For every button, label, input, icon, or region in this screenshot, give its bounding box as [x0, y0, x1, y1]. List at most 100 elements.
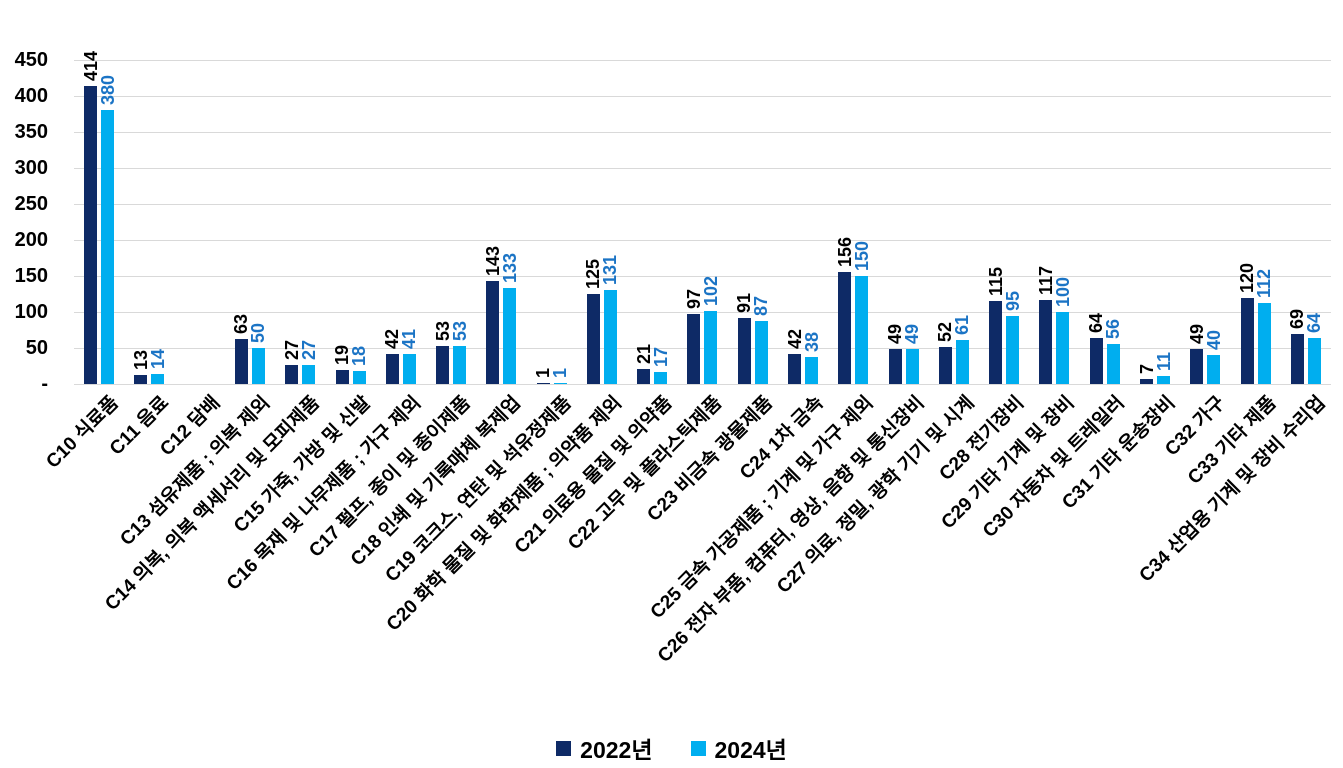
bar-2022년-C26 [888, 349, 902, 384]
bar-column: 18 [349, 60, 369, 384]
bar-column: 53 [433, 60, 453, 384]
y-tick-label: 50 [25, 337, 48, 359]
bar-column: 53 [450, 60, 470, 384]
bar-column: 38 [802, 60, 822, 384]
bar-column: 112 [1254, 60, 1274, 384]
bar-column: 91 [734, 60, 754, 384]
value-label-2024년: 56 [1103, 318, 1124, 339]
bar-column: 64 [1086, 60, 1106, 384]
bar-2024년-C11 [151, 374, 165, 384]
y-tick-label: 250 [14, 193, 48, 215]
bar-2024년-C28 [1006, 316, 1020, 384]
bar-2022년-C19 [536, 383, 550, 384]
value-label-2024년: 64 [1304, 312, 1325, 333]
value-label-2024년: 53 [449, 320, 470, 341]
bar-group: 27 27 [275, 60, 325, 384]
bar-2022년-C29 [1039, 300, 1053, 384]
bar-group: 52 61 [929, 60, 979, 384]
bar-column: 21 [634, 60, 654, 384]
value-label-2024년: 18 [349, 345, 370, 366]
bar-column: 52 [935, 60, 955, 384]
bar-group: 64 56 [1080, 60, 1130, 384]
bar-column: 7 [1137, 60, 1157, 384]
value-label-2024년: 131 [600, 254, 621, 285]
gridline [74, 132, 1331, 133]
bar-2024년-C30 [1106, 344, 1120, 384]
bar-2022년-C32 [1190, 349, 1204, 384]
bar-column: 87 [751, 60, 771, 384]
bar-group [175, 60, 225, 384]
bar-2024년-C23 [754, 321, 768, 384]
y-tick-label: 200 [14, 229, 48, 251]
bar-2022년-C21 [637, 369, 651, 384]
legend-label-2024: 2024년 [714, 737, 787, 763]
value-label-2024년: 11 [1153, 351, 1174, 371]
legend-item-2022: 2022년 [556, 731, 653, 765]
bar-2024년-C19 [553, 383, 567, 384]
bar-2022년-C33 [1240, 298, 1254, 384]
bar-2022년-C18 [486, 281, 500, 384]
bar-column: 49 [1187, 60, 1207, 384]
bar-2022년-C11 [134, 375, 148, 384]
bar-2024년-C32 [1207, 355, 1221, 384]
bar-column: 69 [1287, 60, 1307, 384]
bar-group: 42 41 [376, 60, 426, 384]
bar-group: 143 133 [476, 60, 526, 384]
legend-swatch-2024-icon [690, 740, 706, 756]
bar-column: 97 [684, 60, 704, 384]
bar-column: 41 [399, 60, 419, 384]
y-tick-label: 150 [14, 265, 48, 287]
bar-2022년-C22 [687, 314, 701, 384]
bar-2024년-C20 [603, 290, 617, 384]
bar-column: 42 [785, 60, 805, 384]
gridline [74, 168, 1331, 169]
bar-group: 42 38 [778, 60, 828, 384]
bar-column: 100 [1053, 60, 1073, 384]
bar-group: 7 11 [1130, 60, 1180, 384]
bar-column: 102 [701, 60, 721, 384]
bar-2022년-C16 [385, 354, 399, 384]
value-label-2024년: 1 [550, 367, 571, 378]
value-label-2024년: 49 [902, 323, 923, 344]
category-label-C10: C10 식료품 [42, 392, 124, 473]
bar-column: 11 [1154, 60, 1174, 384]
bar-group: 49 49 [878, 60, 928, 384]
bar-2024년-C15 [352, 371, 366, 384]
plot-area: 414 380 13 14 63 50 27 27 19 18 42 41 53 53 143 133 1 1 12… [74, 51, 1331, 385]
bar-2024년-C22 [704, 311, 718, 384]
bar-column: 115 [986, 60, 1006, 384]
gridline [74, 96, 1331, 97]
bar-group: 117 100 [1029, 60, 1079, 384]
gridline [74, 312, 1331, 313]
bar-column: 1 [533, 60, 553, 384]
value-label-2024년: 112 [1254, 268, 1275, 298]
bar-2022년-C27 [938, 347, 952, 384]
bar-2024년-C17 [453, 346, 467, 384]
value-label-2024년: 17 [650, 346, 671, 367]
bar-2024년-C26 [905, 349, 919, 384]
bar-column: 120 [1237, 60, 1257, 384]
bar-column: 125 [583, 60, 603, 384]
y-tick-label: 400 [14, 85, 48, 107]
bar-column: 27 [282, 60, 302, 384]
bar-column: 14 [148, 60, 168, 384]
bar-2024년-C31 [1157, 376, 1170, 384]
bar-column: 49 [885, 60, 905, 384]
bar-2022년-C15 [335, 370, 349, 384]
bar-2024년-C10 [101, 110, 115, 384]
gridline [74, 348, 1331, 349]
y-tick-label: 300 [14, 157, 48, 179]
gridline [74, 240, 1331, 241]
bar-group: 13 14 [124, 60, 174, 384]
bar-2022년-C30 [1089, 338, 1103, 384]
y-tick-label: 450 [14, 49, 48, 71]
category-label-C34: C34 산업용 기계 및 장비 수리업 [1136, 392, 1331, 587]
bar-column: 42 [382, 60, 402, 384]
bar-column: 50 [248, 60, 268, 384]
bar-2024년-C25 [855, 276, 869, 384]
bar-column: 156 [835, 60, 855, 384]
bar-column: 1 [550, 60, 570, 384]
value-label-2024년: 41 [399, 328, 420, 349]
